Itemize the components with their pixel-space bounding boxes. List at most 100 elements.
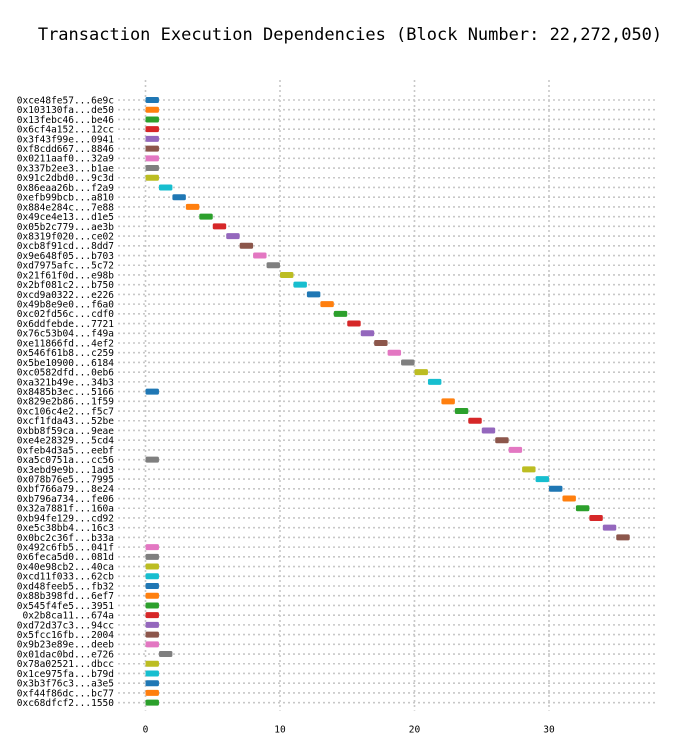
transaction-bar	[522, 466, 536, 473]
y-tick-label: 0x13febc46...be46	[17, 115, 115, 126]
transaction-bar	[145, 621, 159, 628]
transaction-bar	[333, 310, 348, 317]
y-tick-label: 0x884e284c...7e88	[17, 202, 115, 213]
y-tick-label: 0x8319f020...ce02	[17, 231, 114, 242]
y-tick-label: 0x2b8ca11...674a	[22, 611, 114, 622]
transaction-bar	[535, 476, 549, 483]
y-tick-label: 0x76c53b04...f49a	[17, 329, 114, 340]
transaction-bar	[495, 437, 509, 444]
x-tick-labels: 0 10 20 30	[143, 725, 555, 736]
y-tick-label: 0x3f43f99e...0941	[17, 134, 115, 145]
x-tick-label: 0	[143, 725, 149, 736]
transaction-bar	[145, 592, 159, 599]
transaction-bar	[145, 155, 159, 162]
transaction-bar	[185, 203, 200, 210]
y-tick-label: 0xe4e28329...5cd4	[17, 436, 115, 447]
y-tick-label: 0xcd11f033...62cb	[17, 572, 115, 583]
transaction-bar	[145, 670, 159, 677]
transaction-bar	[280, 271, 294, 278]
bar-layer	[145, 97, 630, 706]
y-tick-label: 0xd48feeb5...fb32	[17, 581, 114, 592]
transaction-bar	[145, 456, 159, 463]
y-tick-label: 0x0bc2c36f...b33a	[17, 533, 114, 544]
x-tick-label: 20	[409, 725, 421, 736]
y-tick-labels: 0xce48fe57...6e9c0x103130fa...de500x13fe…	[17, 95, 115, 709]
y-tick-label: 0xd72d37c3...94cc	[17, 620, 114, 631]
transaction-bar	[145, 689, 159, 696]
y-tick-label: 0x05b2c779...ae3b	[17, 222, 115, 233]
y-tick-label: 0x103130fa...de50	[17, 105, 115, 116]
transaction-bar	[145, 126, 159, 133]
transaction-bar	[253, 252, 267, 259]
y-tick-label: 0xe11866fd...4ef2	[17, 338, 114, 349]
y-tick-label: 0x8485b3ec...5166	[17, 387, 115, 398]
transaction-bar	[239, 242, 254, 249]
grid-layer	[118, 80, 658, 711]
y-tick-label: 0x1ce975fa...b79d	[17, 669, 114, 680]
transaction-bar	[320, 301, 334, 308]
transaction-bar	[508, 446, 523, 453]
y-tick-label: 0x3b3f76c3...a3e5	[17, 679, 114, 690]
y-tick-label: 0x078b76e5...7995	[17, 474, 114, 485]
y-tick-label: 0x9e648f05...b703	[17, 251, 114, 262]
y-tick-label: 0x337b2ee3...b1ae	[17, 163, 115, 174]
y-tick-label: 0xbf766a79...8e24	[17, 484, 115, 495]
transaction-bar	[145, 388, 159, 395]
transaction-bar	[145, 544, 159, 551]
y-tick-label: 0x49b8e9e0...f6a0	[17, 300, 115, 311]
y-tick-label: 0xc0582dfd...0eb6	[17, 368, 115, 379]
x-tick-label: 10	[274, 725, 286, 736]
y-tick-label: 0x546f61b8...c259	[17, 348, 115, 359]
y-tick-label: 0xe5c38bb4...16c3	[17, 523, 114, 534]
transaction-bar	[145, 553, 159, 560]
transaction-bar	[562, 495, 576, 502]
y-tick-label: 0x829e2b86...1f59	[17, 397, 115, 408]
y-tick-label: 0x6feca5d0...081d	[17, 552, 114, 563]
y-tick-label: 0xcf1fda43...52be	[17, 416, 115, 427]
transaction-bar	[172, 194, 186, 201]
y-tick-label: 0x0211aaf0...32a9	[17, 154, 115, 165]
transaction-bar	[212, 223, 227, 230]
transaction-bar	[589, 514, 603, 521]
transaction-bar	[226, 233, 240, 240]
y-tick-label: 0x545f4fe5...3951	[17, 601, 115, 612]
transaction-bar	[360, 330, 375, 337]
transaction-bar	[145, 174, 159, 181]
transaction-bar	[481, 427, 496, 434]
transaction-bar	[145, 563, 159, 570]
y-tick-label: 0x3ebd9e9b...1ad3	[17, 465, 114, 476]
transaction-bar	[387, 349, 402, 356]
y-tick-label: 0x49ce4e13...d1e5	[17, 212, 114, 223]
y-tick-label: 0xf8cdd667...8846	[17, 144, 115, 155]
transaction-bar	[575, 505, 590, 512]
y-tick-label: 0x5be10900...6184	[17, 358, 115, 369]
y-tick-label: 0x01dac0bd...e726	[17, 649, 115, 660]
transaction-bar	[266, 262, 280, 269]
y-tick-label: 0x88b398fd...6ef7	[17, 591, 114, 602]
y-tick-label: 0x32a7881f...160a	[17, 504, 114, 515]
transaction-bar	[145, 116, 159, 123]
y-tick-label: 0x78a02521...dbcc	[17, 659, 114, 670]
transaction-bar	[293, 281, 307, 288]
transaction-bar	[158, 184, 173, 191]
transaction-bar	[145, 583, 159, 589]
transaction-bar	[145, 660, 159, 667]
transaction-bar	[158, 651, 173, 658]
transaction-bar	[145, 135, 159, 142]
y-tick-label: 0x6ddfebde...7721	[17, 319, 115, 330]
transaction-bar	[145, 97, 159, 103]
transaction-bar	[347, 320, 361, 327]
y-tick-label: 0xa321b49e...34b3	[17, 377, 114, 388]
transaction-bar	[145, 699, 159, 706]
transaction-bar	[427, 378, 442, 385]
transaction-bar	[145, 573, 159, 580]
transaction-bar	[549, 485, 563, 492]
transaction-bar	[374, 340, 388, 346]
y-tick-label: 0x21f61f0d...e98b	[17, 270, 115, 281]
y-tick-label: 0xf44f86dc...bc77	[17, 688, 114, 699]
x-tick-label: 30	[543, 725, 555, 736]
transaction-bar	[602, 524, 617, 531]
y-tick-label: 0x6cf4a152...12cc	[17, 125, 114, 136]
y-tick-label: 0xd7975afc...5c72	[17, 261, 114, 272]
